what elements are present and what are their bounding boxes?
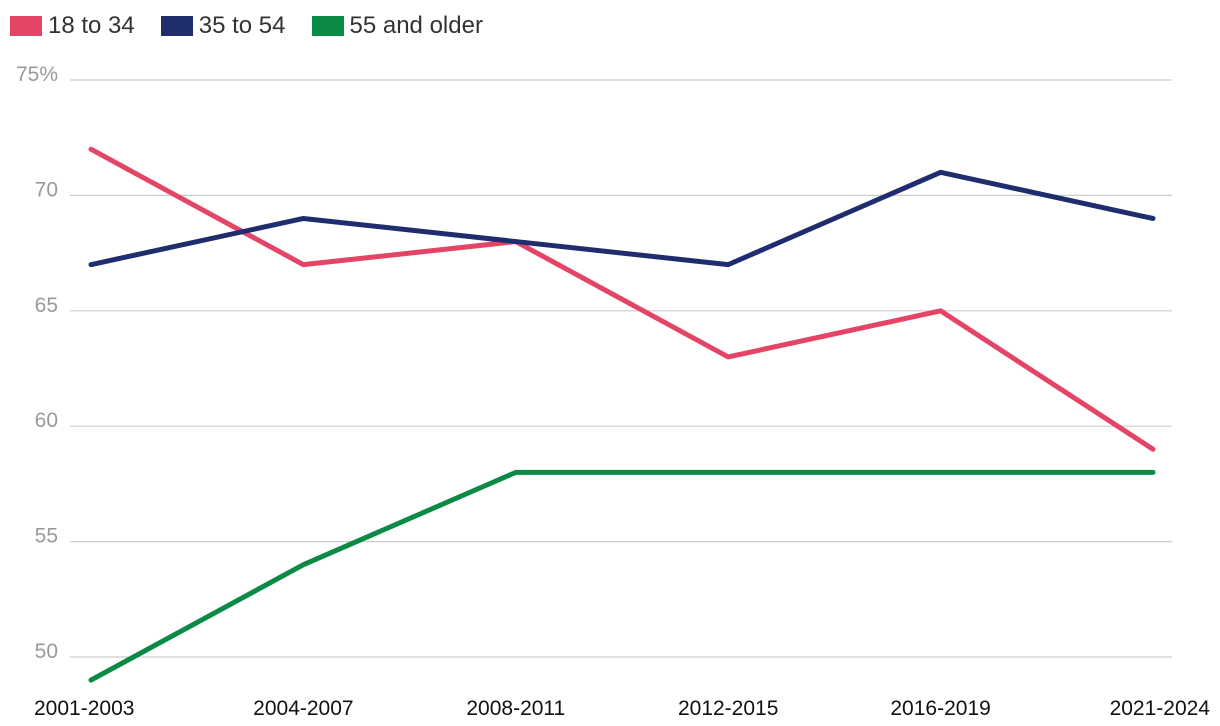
- series-line: [88, 469, 1156, 683]
- series-line: [88, 169, 1156, 268]
- legend-swatch: [311, 16, 344, 36]
- legend-label: 55 and older: [349, 12, 483, 39]
- x-tick-label: 2008-2011: [466, 697, 565, 720]
- series-lines: [88, 146, 1156, 683]
- x-tick-label: 2004-2007: [253, 697, 353, 720]
- series-line: [88, 146, 1156, 452]
- legend-swatch: [160, 16, 193, 36]
- x-tick-label: 2016-2019: [890, 697, 990, 720]
- legend-label: 18 to 34: [48, 12, 135, 39]
- legend-swatch: [10, 16, 42, 36]
- gridlines: [70, 79, 1172, 658]
- legend-item: 35 to 54: [160, 12, 286, 40]
- y-tick-label: 60: [35, 409, 58, 432]
- y-axis-ticks: 75% 70 65 60 55 50: [16, 63, 58, 663]
- y-tick-label: 55: [35, 525, 58, 548]
- x-axis-ticks: 2001-2003 2004-2007 2008-2011 2012-2015 2016…: [34, 697, 1210, 720]
- legend-label: 35 to 54: [198, 12, 286, 39]
- y-tick-label: 70: [35, 178, 58, 201]
- legend-item: 18 to 34: [10, 12, 135, 40]
- legend: 18 to 34 35 to 54 55 and older: [10, 12, 483, 40]
- legend-item: 55 and older: [311, 12, 483, 40]
- y-tick-label: 65: [35, 294, 58, 317]
- y-tick-label: 50: [35, 640, 58, 663]
- x-tick-label: 2001-2003: [34, 697, 134, 720]
- x-tick-label: 2021-2024: [1110, 697, 1211, 720]
- x-tick-label: 2012-2015: [678, 697, 778, 720]
- y-tick-label: 75%: [16, 63, 58, 86]
